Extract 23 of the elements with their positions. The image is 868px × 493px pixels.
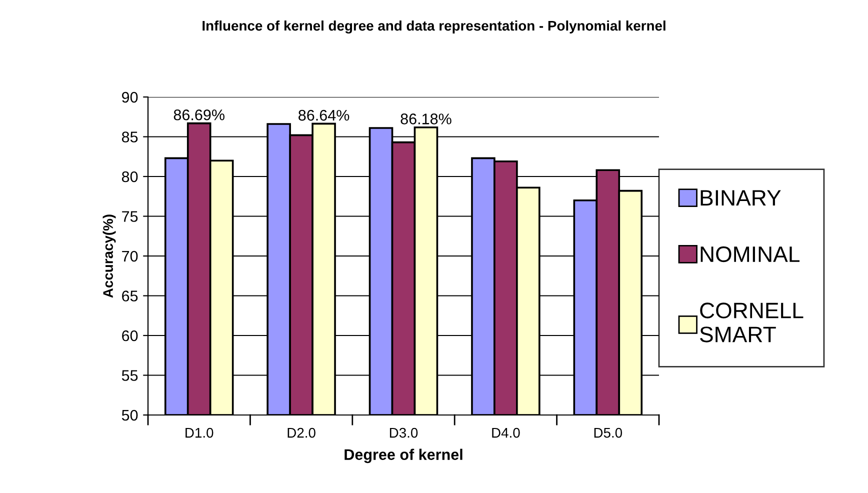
x-tick-label: D4.0 [492,428,520,438]
chart-title: Influence of kernel degree and data representation - Polynomial kernel [202,20,666,34]
y-tick-label: 70 [122,250,138,262]
y-tick-label: 55 [122,370,138,381]
y-tick-label: 75 [122,211,138,222]
x-axis-title: Degree of kernel [344,448,462,464]
y-tick-label: 85 [122,132,138,142]
y-tick-label: 90 [122,92,138,103]
y-tick-label: 60 [122,330,138,342]
data-label: 86.18% [400,114,452,124]
y-axis-title: Accuracy(%) [102,214,116,298]
data-label: 86.69% [174,109,224,120]
legend-label: CORNELL SMART [700,302,804,342]
x-tick-label: D2.0 [288,428,316,438]
legend-label: NOMINAL [700,246,800,262]
y-tick-label: 65 [122,290,138,302]
x-tick-label: D1.0 [186,428,214,438]
x-tick-label: D5.0 [594,428,622,438]
y-tick-label: 80 [122,171,138,182]
legend-label: BINARY [700,190,781,206]
x-tick-label: D3.0 [390,428,418,438]
y-tick-label: 50 [122,410,138,421]
data-label: 86.64% [298,110,350,121]
